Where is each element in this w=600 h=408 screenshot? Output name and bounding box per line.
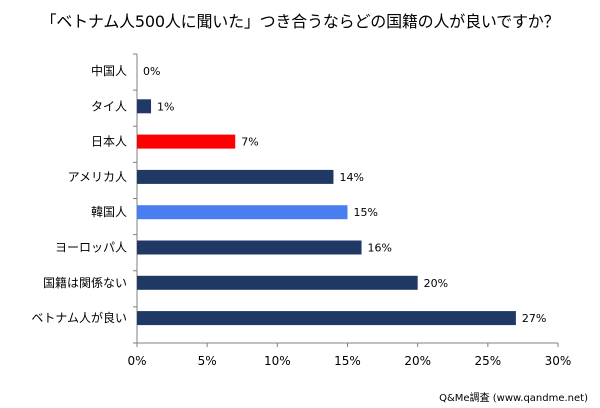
x-tick-label: 15% — [334, 354, 361, 368]
category-label: ベトナム人が良い — [31, 310, 127, 325]
value-label: 7% — [241, 136, 258, 149]
category-label: ヨーロッパ人 — [55, 241, 127, 255]
axis-layer: 0% 5% 10% 15% 20% 25% 30% — [127, 53, 572, 368]
x-tick-label: 30% — [545, 354, 572, 368]
x-tick-label: 0% — [127, 354, 146, 368]
category-label: 韓国人 — [91, 205, 127, 219]
value-label: 27% — [522, 312, 546, 325]
x-tick-label: 10% — [264, 354, 291, 368]
value-label: 20% — [424, 277, 448, 290]
labels-layer: 中国人 0% タイ人 1% 日本人 7% アメリカ人 14% 韓国人 15% ヨーロッパ人 16% 国籍… — [31, 63, 546, 325]
bar — [137, 275, 418, 290]
x-tick-label: 5% — [198, 354, 217, 368]
chart-title: 「ベトナム人500人に聞いた」つき合うならどの国籍の人が良いですか？ — [40, 12, 560, 31]
source-credit: Q&Me調査 (www.qandme.net) — [439, 393, 588, 404]
category-label: 日本人 — [91, 135, 127, 149]
x-tick-label: 25% — [474, 354, 501, 368]
value-label: 0% — [143, 65, 160, 78]
category-label: 中国人 — [91, 63, 127, 78]
bar — [137, 240, 362, 255]
bar — [137, 134, 236, 149]
category-label: 国籍は関係ない — [43, 275, 127, 290]
value-label: 14% — [339, 171, 363, 184]
category-label: アメリカ人 — [68, 170, 127, 184]
bar — [137, 169, 334, 184]
bar — [137, 205, 348, 220]
bars-layer — [137, 99, 516, 326]
bar — [137, 311, 516, 326]
value-label: 15% — [354, 206, 378, 219]
x-tick-label: 20% — [404, 354, 431, 368]
bar — [137, 99, 152, 114]
category-label: タイ人 — [91, 99, 127, 113]
value-label: 1% — [157, 100, 174, 113]
value-label: 16% — [368, 242, 392, 255]
